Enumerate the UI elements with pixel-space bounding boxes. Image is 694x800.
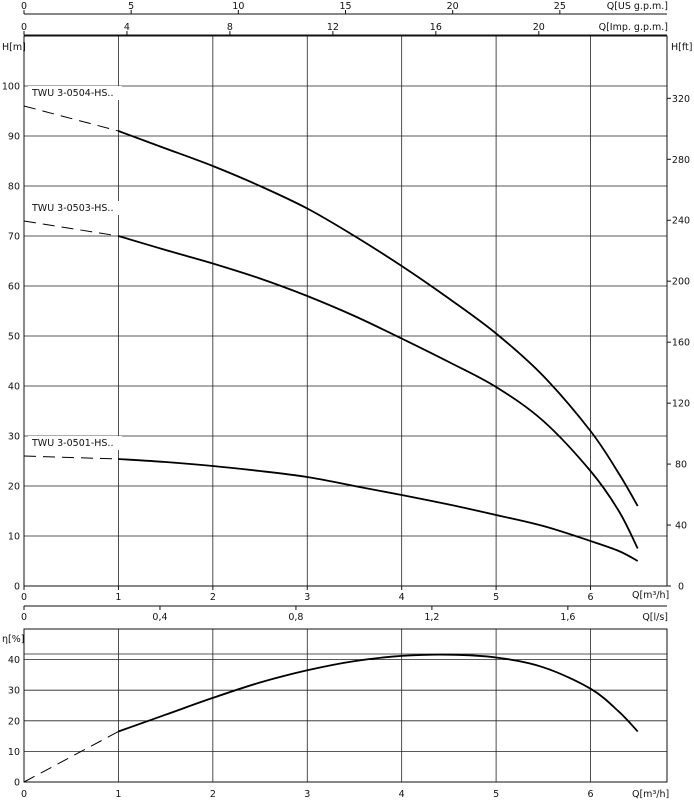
top-axis-tick-label: 1,6 xyxy=(560,612,575,623)
top-axis-tick-label: 12 xyxy=(327,22,339,33)
y-tick-label: 40 xyxy=(8,655,20,666)
top-axis-tick-label: 15 xyxy=(339,1,351,12)
y-tick-label: 20 xyxy=(8,482,20,493)
top-axis-tick-label: 0 xyxy=(21,612,27,623)
y-tick-label: 30 xyxy=(8,432,20,443)
top-axis-tick-label: 8 xyxy=(227,22,233,33)
y-axis-label: H[m] xyxy=(2,42,26,53)
series-label: TWU 3-0503-HS.. xyxy=(31,203,113,214)
x-tick-label: 3 xyxy=(304,789,310,800)
x-tick-label: 1 xyxy=(115,789,121,800)
y-tick-label: 50 xyxy=(8,332,20,343)
y-tick-label: 0 xyxy=(14,778,20,789)
efficiency-curve-extrapolation xyxy=(23,731,119,783)
top-axis-tick-label: 20 xyxy=(533,22,545,33)
top-axis-tick-label: 1,2 xyxy=(424,612,439,623)
top-axis-tick-label: 0,8 xyxy=(288,612,303,623)
x-tick-label: 4 xyxy=(399,592,405,603)
y-tick-label: 60 xyxy=(8,282,20,293)
y2-axis-label: H[ft] xyxy=(671,42,692,53)
y-axis-label: η[%] xyxy=(2,634,24,645)
top-axis-tick-label: 4 xyxy=(124,22,130,33)
x-tick-label: 5 xyxy=(493,789,499,800)
top-axis-tick-label: 25 xyxy=(554,1,566,12)
series-label: TWU 3-0501-HS.. xyxy=(31,438,113,449)
y-tick-label: 80 xyxy=(8,182,20,193)
top-axis-tick-label: 0 xyxy=(21,22,27,33)
pump-curve-extrapolation xyxy=(23,220,119,237)
series-label-bg xyxy=(28,201,122,215)
x-tick-label: 0 xyxy=(21,789,27,800)
x-tick-label: 2 xyxy=(210,592,216,603)
y-tick-label: 40 xyxy=(8,382,20,393)
y-tick-label: 70 xyxy=(8,232,20,243)
y-tick-label: 20 xyxy=(8,716,20,727)
top-axis-label: Q[l/s] xyxy=(642,612,668,623)
x-tick-label: 0 xyxy=(21,592,27,603)
y2-tick-label: 80 xyxy=(675,460,687,471)
plot-frame xyxy=(23,628,668,783)
y-tick-label: 100 xyxy=(2,82,20,93)
head-chart: 0 1 2 3 4 5 6010203040506070809010004080120160… xyxy=(2,1,693,603)
x-axis-label: Q[m³/h] xyxy=(632,789,669,800)
y2-tick-label: 120 xyxy=(672,399,690,410)
top-axis-tick-label: 10 xyxy=(232,1,244,12)
y2-tick-label: 240 xyxy=(672,216,690,227)
x-tick-label: 3 xyxy=(304,592,310,603)
y-tick-label: 10 xyxy=(8,532,20,543)
series-label: TWU 3-0504-HS.. xyxy=(31,88,113,99)
y-tick-label: 0 xyxy=(14,582,20,593)
efficiency-curve-line xyxy=(118,653,639,733)
x-tick-label: 2 xyxy=(210,789,216,800)
top-axis-tick-label: 0,4 xyxy=(152,612,167,623)
efficiency-chart: 0 0,4 0,8 1,2 1,6 Q[l/s] 0 1 2 3 4 5 6 0 10 20 30 40 η[%] Q… xyxy=(2,605,669,800)
x-axis-label: Q[m³/h] xyxy=(632,590,669,601)
x-tick-label: 4 xyxy=(399,789,405,800)
y2-tick-label: 0 xyxy=(678,582,684,593)
series-label-bg xyxy=(28,86,122,100)
y2-tick-label: 280 xyxy=(672,155,690,166)
y2-tick-label: 200 xyxy=(672,277,690,288)
top-axis-tick-label: 5 xyxy=(128,1,134,12)
y-tick-label: 10 xyxy=(8,747,20,758)
pump-curve-line xyxy=(118,130,639,507)
x-tick-label: 5 xyxy=(493,592,499,603)
y2-tick-label: 160 xyxy=(672,338,690,349)
y2-tick-label: 320 xyxy=(672,94,690,105)
y-tick-label: 30 xyxy=(8,686,20,697)
x-tick-label: 6 xyxy=(587,592,593,603)
series-label-bg xyxy=(28,436,122,450)
x-tick-label: 6 xyxy=(587,789,593,800)
top-axis-label: Q[Imp. g.p.m.] xyxy=(599,22,668,33)
pump-curve-extrapolation xyxy=(23,105,119,132)
top-axis-tick-label: 20 xyxy=(447,1,459,12)
pump-curve-line xyxy=(118,235,639,549)
top-axis-tick-label: 16 xyxy=(430,22,442,33)
plot-frame xyxy=(23,35,668,587)
pump-curve-extrapolation xyxy=(23,455,119,460)
top-axis-label: Q[US g.p.m.] xyxy=(607,1,668,12)
x-tick-label: 1 xyxy=(115,592,121,603)
y2-tick-label: 40 xyxy=(675,521,687,532)
y-tick-label: 90 xyxy=(8,132,20,143)
top-axis-tick-label: 0 xyxy=(21,1,27,12)
pump-curve-line xyxy=(118,458,639,562)
